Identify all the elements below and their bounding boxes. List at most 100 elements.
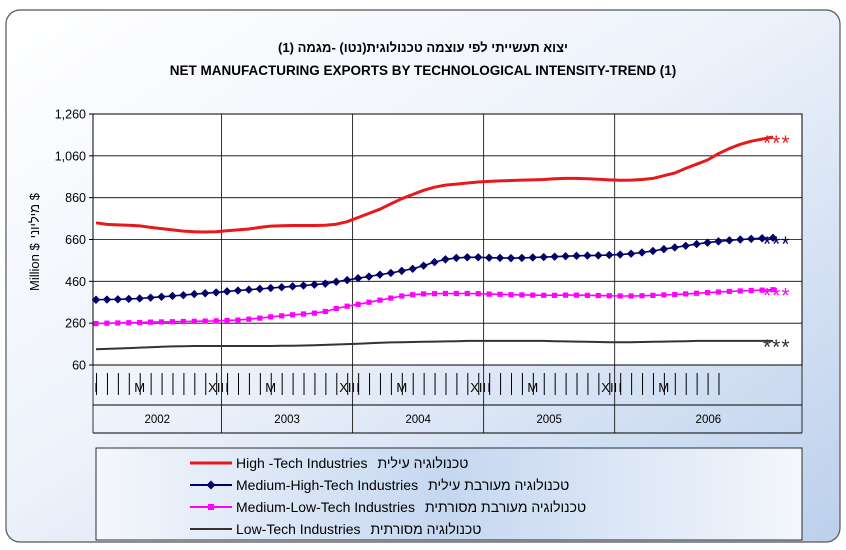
series-point-3 (726, 288, 732, 294)
series-point-3 (606, 293, 612, 299)
legend-entry-1: High -Tech Industries טכנולוגיה עילית (236, 455, 468, 471)
series-point-2 (768, 233, 778, 243)
series-point-3 (257, 315, 263, 321)
series-point-3 (442, 290, 449, 297)
series-point-2 (637, 248, 647, 257)
series-point-2 (244, 285, 254, 294)
series-point-2 (310, 280, 319, 289)
series-point-2 (430, 257, 439, 267)
legend-label-hebrew: טכנולוגיה מעורבת עילית (428, 477, 569, 493)
series-point-2 (626, 249, 636, 258)
series-point-2 (353, 273, 363, 283)
grid-lines (93, 114, 802, 365)
series-point-2 (364, 272, 374, 281)
series-point-3 (355, 301, 361, 307)
legend-label-english: Medium-High-Tech Industries (236, 477, 418, 493)
x-month-label: XII (208, 380, 224, 395)
x-year-label: 2003 (274, 414, 300, 426)
x-year-label: 2004 (405, 414, 431, 426)
series-point-3 (584, 292, 590, 298)
x-year-label: 2006 (696, 414, 722, 426)
series-point-2 (266, 283, 275, 293)
series-point-2 (572, 251, 581, 261)
series-point-2 (146, 293, 155, 302)
series-point-2 (91, 295, 101, 304)
series-point-3 (704, 290, 711, 296)
series-point-2 (102, 295, 112, 304)
series-line-4 (95, 339, 773, 351)
legend-label-hebrew: טכנולוגיה מעורבת מסורתית (425, 499, 586, 515)
series-point-3 (562, 292, 569, 298)
series-point-3 (628, 293, 634, 299)
series-point-3 (617, 293, 623, 299)
series-point-3 (661, 292, 667, 298)
x-month-label: XII (339, 380, 355, 395)
series-point-2 (550, 252, 559, 261)
series-point-3 (388, 295, 394, 301)
series-point-3 (235, 317, 241, 323)
series-point-3 (191, 318, 197, 324)
series-point-3 (595, 292, 601, 299)
series-point-3 (770, 287, 776, 293)
series-point-2 (211, 288, 221, 297)
x-month-label: M (134, 380, 145, 395)
series-point-2 (506, 253, 516, 263)
chart-title-hebrew: יצוא תעשייתי לפי עוצמה טכנולוגית(נטו) -מ… (278, 40, 568, 55)
series-point-2 (332, 277, 341, 286)
series-point-3 (672, 291, 678, 298)
series-point-2 (670, 243, 679, 252)
legend-marker-3 (208, 504, 214, 510)
series-point-2 (681, 241, 690, 250)
legend-entry-3: Medium-Low-Tech Industries טכנולוגיה מעור… (236, 499, 586, 515)
y-axis: 60 260 460 660 860 1,060 1,260 (55, 108, 93, 373)
series-point-2 (321, 279, 330, 288)
series-point-3 (759, 287, 765, 293)
series-point-3 (333, 305, 339, 312)
y-tick-label: 1,260 (55, 108, 86, 122)
y-axis-label-english: Million $ (27, 243, 42, 291)
series-point-2 (561, 252, 570, 261)
legend-label-english: Low-Tech Industries (236, 521, 361, 537)
y-tick-label: 260 (65, 317, 86, 331)
legend-label-english: Medium-Low-Tech Industries (236, 499, 415, 515)
series-point-2 (408, 264, 417, 273)
x-year-label: 2002 (144, 414, 170, 426)
series-layer (91, 135, 778, 351)
series-point-2 (288, 282, 297, 291)
series-point-2 (113, 295, 123, 304)
series-point-2 (233, 286, 243, 295)
y-tick-label: 1,060 (55, 149, 86, 163)
series-point-2 (397, 266, 406, 276)
series-point-3 (431, 291, 438, 297)
series-point-3 (508, 292, 514, 298)
series-point-3 (650, 292, 656, 298)
series-point-2 (179, 290, 188, 300)
series-point-3 (453, 290, 459, 297)
series-point-3 (148, 319, 154, 325)
y-tick-label: 860 (65, 191, 86, 205)
series-point-2 (190, 289, 199, 299)
series-point-3 (486, 291, 492, 297)
series-point-3 (694, 290, 700, 296)
series-point-2 (452, 253, 461, 263)
series-point-2 (594, 251, 603, 260)
x-month-label: I (618, 380, 622, 395)
series-point-3 (311, 310, 317, 316)
series-point-3 (366, 299, 372, 305)
series-point-3 (541, 292, 547, 298)
y-axis-label-hebrew: מיליוני $ (27, 192, 42, 238)
estimate-markers: *** *** *** *** (763, 132, 790, 359)
series-line-1 (95, 135, 774, 234)
series-point-3 (115, 320, 121, 326)
chart-title: NET MANUFACTURING EXPORTS BY TECHNOLOGIC… (170, 63, 677, 78)
series-point-3 (224, 317, 230, 324)
series-point-3 (475, 291, 481, 297)
series-point-2 (736, 235, 745, 244)
series-point-2 (725, 236, 734, 245)
series-point-2 (747, 234, 756, 244)
x-month-label: XII (470, 380, 486, 395)
series-point-2 (463, 253, 472, 262)
series-point-3 (421, 291, 427, 297)
series-point-3 (748, 287, 754, 294)
